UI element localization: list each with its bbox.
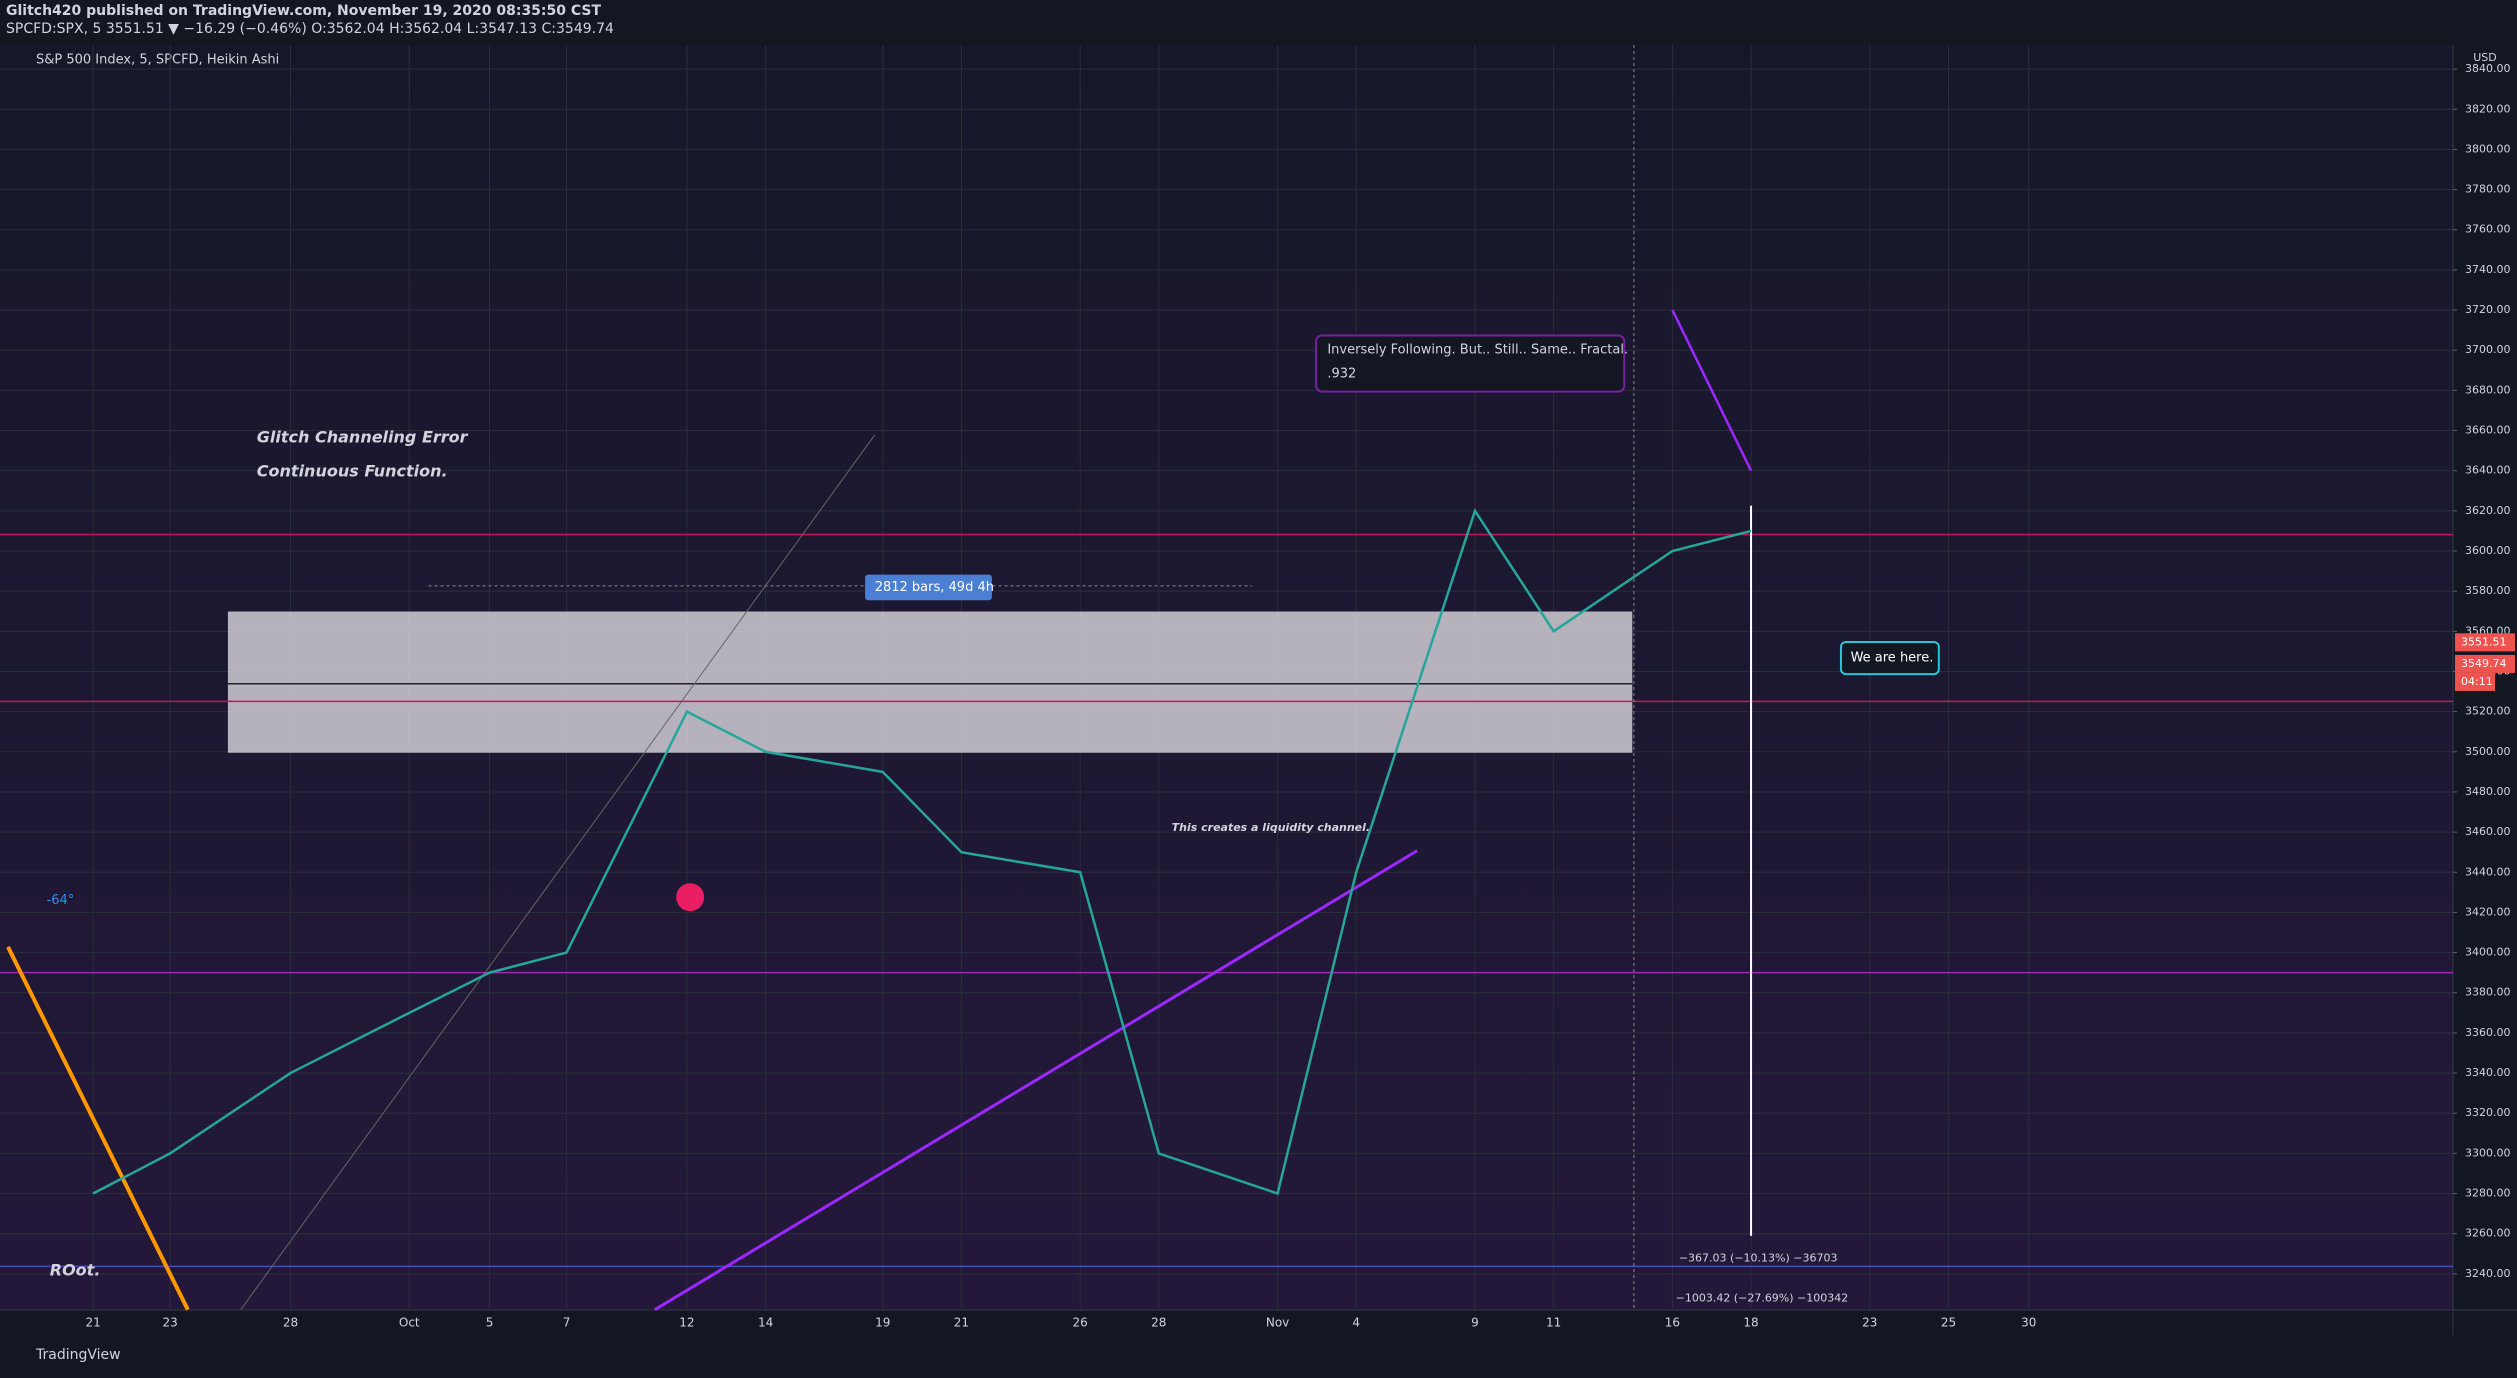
y-tick-label: 3680.00 [2465,383,2511,396]
x-tick-label: 12 [679,1316,694,1330]
chart-title: S&P 500 Index, 5, SPCFD, Heikin Ashi [36,53,279,68]
publisher: Glitch420 published on TradingView.com, … [6,3,601,19]
y-tick-label: 3340.00 [2465,1066,2511,1079]
x-tick-label: 21 [85,1316,100,1330]
countdown: 04:11 [2461,675,2493,688]
orange-line [6,946,190,1311]
diag-line [240,434,876,1310]
y-tick-label: 3280.00 [2465,1187,2511,1200]
y-tick-label: 3440.00 [2465,865,2511,878]
y-tick-label: 3800.00 [2465,142,2511,155]
y-tick-label: 3760.00 [2465,223,2511,236]
y-tick-label: 3400.00 [2465,946,2511,959]
x-tick-label: 18 [1743,1316,1758,1330]
annotation: Glitch Channeling Error [257,428,469,447]
y-tick-label: 3660.00 [2465,424,2511,437]
y-tick-label: 3780.00 [2465,183,2511,196]
price-marker-label: 3549.74 [2461,657,2507,670]
annotation: -64° [47,893,75,908]
callout-box [1839,641,1940,676]
price-line [1671,309,1753,472]
x-tick-label: 7 [563,1316,571,1330]
x-tick-label: 26 [1073,1316,1088,1330]
y-tick-label: 3300.00 [2465,1146,2511,1159]
x-tick-label: Oct [399,1316,420,1330]
price-marker-label: 3551.51 [2461,635,2507,648]
annotation: .932 [1327,366,1356,381]
price-line [92,507,1752,1196]
y-tick-label: 3620.00 [2465,504,2511,517]
y-tick-label: 3520.00 [2465,705,2511,718]
x-tick-label: 28 [283,1316,298,1330]
x-tick-label: 16 [1665,1316,1680,1330]
annotation: Continuous Function. [257,461,448,480]
callout-box [1315,334,1626,393]
x-tick-label: Nov [1266,1316,1289,1330]
x-tick-label: 23 [1862,1316,1877,1330]
y-tick-label: 3240.00 [2465,1267,2511,1280]
y-tick-label: 3580.00 [2465,584,2511,597]
x-tick-label: 9 [1471,1316,1479,1330]
x-tick-label: 28 [1151,1316,1166,1330]
price-marker [2455,654,2515,673]
bars-box [865,574,992,601]
y-tick-label: 3700.00 [2465,343,2511,356]
quote: SPCFD:SPX, 5 3551.51 ▼ −16.29 (−0.46%) O… [6,21,614,37]
y-tick-label: 3600.00 [2465,544,2511,557]
x-tick-label: 19 [875,1316,890,1330]
y-tick-label: 3840.00 [2465,62,2511,75]
y-tick-label: 3640.00 [2465,464,2511,477]
y-tick-label: 3820.00 [2465,102,2511,115]
trend-line [654,849,1418,1311]
annotation: 2812 bars, 49d 4h [875,580,994,595]
y-tick-label: 3420.00 [2465,905,2511,918]
y-tick-label: 3480.00 [2465,785,2511,798]
y-tick-label: 3260.00 [2465,1227,2511,1240]
x-tick-label: 14 [758,1316,773,1330]
x-icon [676,883,705,912]
zone-box [227,611,1633,753]
x-tick-label: 21 [954,1316,969,1330]
x-tick-label: 23 [162,1316,177,1330]
y-tick-label: 3720.00 [2465,303,2511,316]
y-tick-label: 3380.00 [2465,986,2511,999]
y-tick-label: 3320.00 [2465,1106,2511,1119]
y-axis-label: USD [2473,51,2497,64]
annotation: We are here. [1851,651,1934,666]
y-tick-label: 3360.00 [2465,1026,2511,1039]
x-tick-label: 4 [1352,1316,1360,1330]
annotation: −367.03 (−10.13%) −36703 [1679,1251,1838,1264]
y-tick-label: 3740.00 [2465,263,2511,276]
x-tick-label: 25 [1941,1316,1956,1330]
annotation: −1003.42 (−27.69%) −100342 [1676,1291,1849,1304]
x-tick-label: 30 [2021,1316,2036,1330]
x-tick-label: 5 [486,1316,494,1330]
y-tick-label: 3500.00 [2465,745,2511,758]
countdown-box [2455,672,2495,691]
y-tick-label: 3460.00 [2465,825,2511,838]
price-marker [2455,633,2515,652]
x-tick-label: 11 [1546,1316,1561,1330]
annotation: Inversely Following. But.. Still.. Same.… [1327,342,1628,357]
footer-brand: TradingView [35,1347,121,1363]
annotation: ROot. [50,1261,101,1280]
annotation: This creates a liquidity channel. [1172,821,1370,834]
